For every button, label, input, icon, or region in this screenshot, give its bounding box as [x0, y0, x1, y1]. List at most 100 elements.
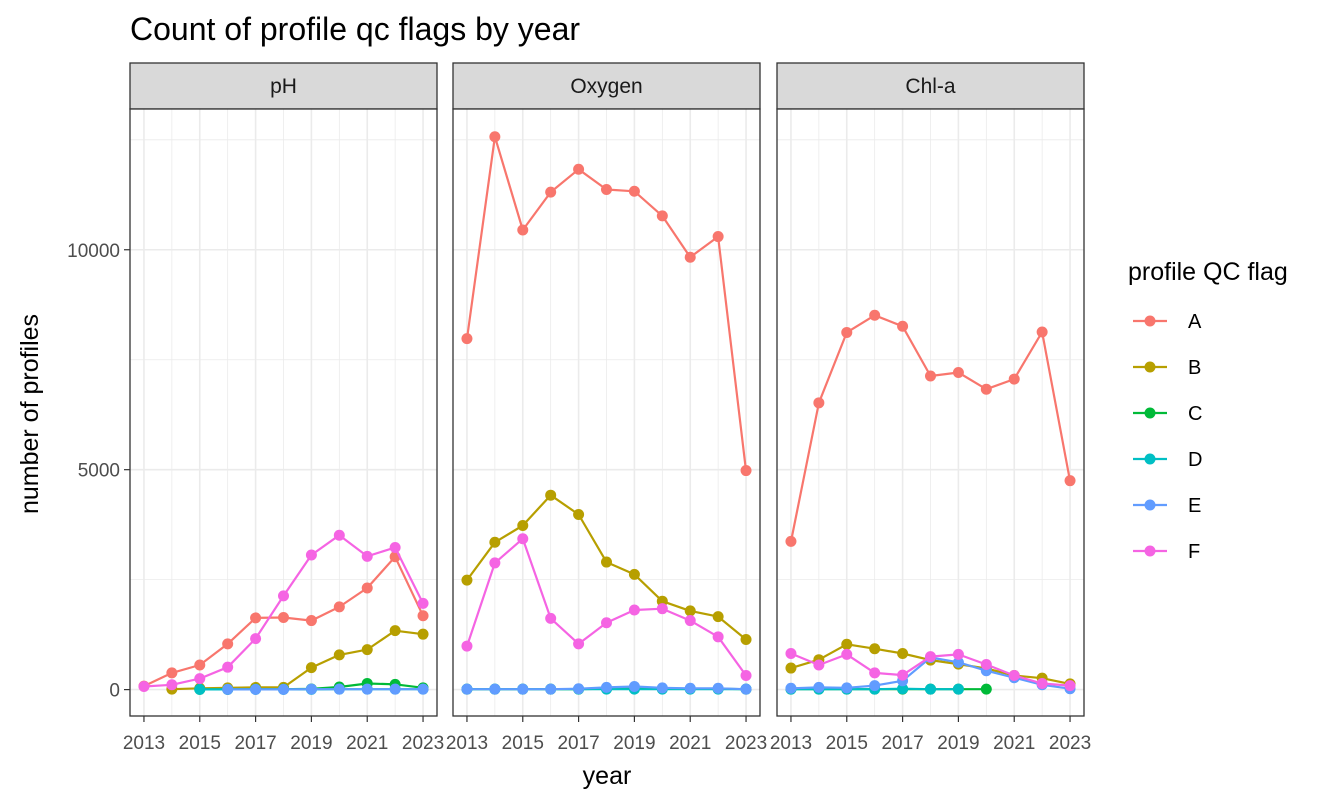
- x-tick-label: 2017: [234, 733, 276, 754]
- data-point-F: [656, 603, 668, 615]
- x-tick-label: 2023: [1049, 733, 1091, 754]
- x-tick-label: 2021: [993, 733, 1035, 754]
- data-point-A: [461, 333, 473, 345]
- data-point-A: [841, 326, 853, 338]
- data-point-B: [684, 605, 696, 617]
- data-point-E: [712, 682, 724, 694]
- data-point-B: [305, 662, 317, 674]
- x-tick-label: 2023: [725, 733, 767, 754]
- x-tick-label: 2017: [557, 733, 599, 754]
- data-point-A: [656, 210, 668, 222]
- data-point-E: [517, 683, 529, 695]
- data-point-E: [489, 683, 501, 695]
- data-point-C: [980, 683, 992, 695]
- y-tick-label: 10000: [67, 241, 120, 262]
- data-point-F: [361, 550, 373, 562]
- legend-key-point: [1144, 545, 1156, 557]
- facet-strip: [129, 62, 438, 110]
- facet-panels: pH Oxygen Chl-a: [129, 62, 1085, 717]
- series-F: [785, 648, 1076, 692]
- data-point-F: [628, 604, 640, 616]
- y-axis: 0 5000 10000: [67, 241, 130, 702]
- data-point-E: [305, 683, 317, 695]
- legend-entry-F: F: [1133, 541, 1200, 563]
- data-point-A: [222, 638, 234, 650]
- x-tick-label: 2015: [179, 733, 221, 754]
- x-tick-label: 2019: [937, 733, 979, 754]
- series-A: [138, 551, 429, 692]
- data-point-B: [897, 648, 909, 660]
- data-point-F: [389, 542, 401, 554]
- data-point-F: [1008, 670, 1020, 682]
- data-point-B: [712, 611, 724, 623]
- legend-label: C: [1188, 403, 1202, 425]
- data-point-A: [278, 611, 289, 623]
- data-point-B: [389, 625, 401, 637]
- legend-key-point: [1144, 361, 1156, 373]
- data-point-E: [785, 682, 797, 694]
- panel-border: [776, 108, 1085, 717]
- x-tick-label: 2013: [770, 733, 812, 754]
- data-point-F: [1036, 677, 1048, 689]
- data-point-E: [417, 683, 429, 695]
- data-point-A: [601, 183, 612, 195]
- data-point-A: [517, 224, 529, 236]
- data-point-E: [250, 683, 262, 695]
- data-point-A: [1008, 373, 1020, 385]
- series-E: [461, 681, 752, 695]
- y-axis-title: number of profiles: [16, 314, 44, 514]
- data-point-A: [740, 465, 752, 477]
- x-axis-title: year: [583, 762, 632, 790]
- x-tick-label: 2019: [290, 733, 332, 754]
- legend-key-point: [1144, 453, 1156, 465]
- data-point-E: [841, 682, 853, 694]
- data-point-F: [250, 633, 262, 645]
- data-point-F: [278, 590, 289, 602]
- data-point-A: [813, 397, 825, 409]
- data-point-B: [333, 649, 345, 661]
- x-axis: 2013 2015 2017 2019 2021 2023 2013 2015 2017 2019…: [123, 716, 1091, 754]
- legend-key-point: [1144, 499, 1156, 511]
- legend-key-point: [1144, 407, 1156, 419]
- x-tick-label: 2017: [881, 733, 923, 754]
- legend-entry-B: B: [1133, 357, 1201, 379]
- legend-label: F: [1188, 541, 1200, 563]
- data-point-E: [628, 681, 640, 693]
- data-point-A: [1036, 326, 1048, 338]
- data-point-B: [841, 638, 853, 650]
- data-point-A: [684, 251, 696, 263]
- data-point-B: [573, 509, 585, 521]
- data-point-A: [573, 163, 585, 175]
- legend-label: A: [1188, 311, 1202, 333]
- panel-border: [452, 108, 761, 717]
- facet-panel-0: pH: [129, 62, 438, 717]
- data-point-F: [1064, 680, 1076, 692]
- legend-label: B: [1188, 357, 1201, 379]
- facet-strip: [776, 62, 1085, 110]
- x-tick-label: 2013: [123, 733, 165, 754]
- data-point-F: [869, 667, 881, 679]
- data-point-E: [389, 683, 401, 695]
- data-point-A: [712, 231, 724, 243]
- data-point-A: [417, 610, 429, 622]
- facet-strip-label: Chl-a: [905, 75, 956, 98]
- data-point-E: [656, 682, 668, 694]
- data-point-E: [573, 683, 585, 695]
- data-point-A: [194, 659, 206, 671]
- data-point-E: [222, 683, 234, 695]
- data-point-A: [1064, 475, 1076, 487]
- x-tick-label: 2013: [446, 733, 488, 754]
- data-point-A: [250, 612, 262, 624]
- data-point-A: [166, 667, 178, 679]
- series-line-B: [171, 629, 424, 691]
- data-point-A: [361, 582, 373, 594]
- data-point-E: [278, 683, 289, 695]
- facet-panel-1: Oxygen: [452, 62, 761, 717]
- series-F: [138, 529, 429, 693]
- data-point-A: [869, 309, 881, 321]
- x-tick-label: 2021: [346, 733, 388, 754]
- data-point-B: [545, 489, 557, 501]
- legend-title: profile QC flag: [1128, 258, 1288, 286]
- x-tick-label: 2015: [826, 733, 868, 754]
